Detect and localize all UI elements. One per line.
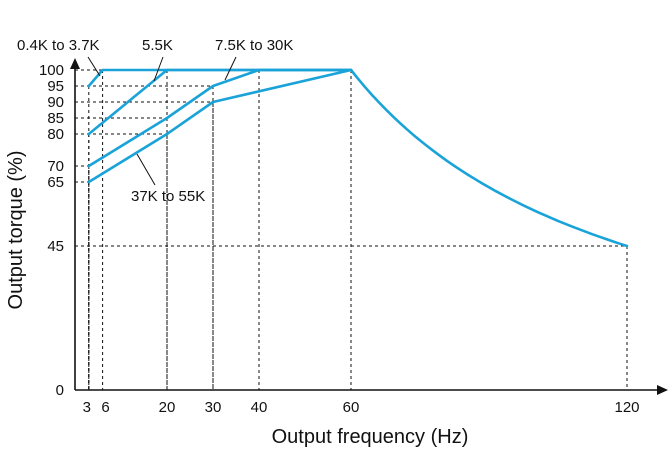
y-tick-label-5: 85 <box>47 110 64 127</box>
annotation-label-1: 5.5K <box>142 37 173 54</box>
annotation-label-2: 7.5K to 30K <box>215 37 293 54</box>
y-tick-label-2: 65 <box>47 174 64 191</box>
y-axis-arrow <box>70 58 80 69</box>
axes <box>70 58 668 395</box>
curve-common-falloff <box>349 68 629 248</box>
series-annotations: 0.4K to 3.7K 5.5K 7.5K to 30K 37K to 55K <box>17 37 293 205</box>
y-tick-label-4: 80 <box>47 126 64 143</box>
y-tick-label-0: 0 <box>56 382 64 399</box>
curve-series-2 <box>87 68 353 168</box>
x-tick-label-6: 120 <box>614 399 639 416</box>
y-tick-label-7: 95 <box>47 78 64 95</box>
y-tick-label-1: 45 <box>47 238 64 255</box>
annotation-leader-3 <box>136 153 156 186</box>
y-tick-label-3: 70 <box>47 158 64 175</box>
x-axis-arrow <box>657 385 668 395</box>
x-axis-title: Output frequency (Hz) <box>272 426 469 448</box>
annotation-label-0: 0.4K to 3.7K <box>17 37 100 54</box>
y-axis-title: Output torque (%) <box>5 151 27 310</box>
annotation-label-3: 37K to 55K <box>131 188 205 205</box>
guide-lines <box>75 69 628 390</box>
x-tick-label-2: 20 <box>159 399 176 416</box>
x-tick-label-0: 3 <box>83 399 91 416</box>
x-tick-label-4: 40 <box>251 399 268 416</box>
curve-series-3 <box>87 68 353 184</box>
annotation-leader-1 <box>153 56 164 82</box>
x-tick-label-1: 6 <box>101 399 109 416</box>
x-tick-label-3: 30 <box>205 399 222 416</box>
y-tick-label-6: 90 <box>47 94 64 111</box>
y-tick-label-8: 100 <box>39 62 64 79</box>
annotation-leader-2 <box>224 56 237 81</box>
annotation-leader-0 <box>87 56 101 77</box>
x-tick-label-5: 60 <box>343 399 360 416</box>
series-curves <box>87 68 629 248</box>
